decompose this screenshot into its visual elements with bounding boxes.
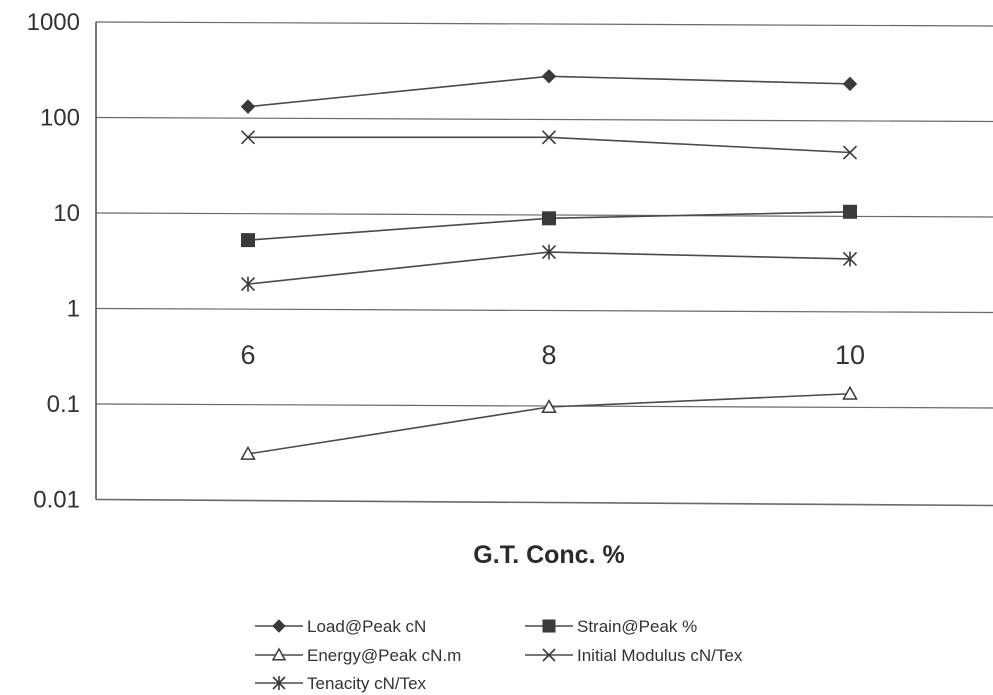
series-layer <box>240 69 858 460</box>
series-2 <box>240 385 858 460</box>
data-point-x <box>542 648 556 662</box>
legend-label: Tenacity cN/Tex <box>307 674 427 693</box>
data-point-triangle <box>240 445 256 460</box>
y-tick-label: 10 <box>53 200 80 227</box>
data-point-asterisk <box>240 276 256 292</box>
x-tick-label: 6 <box>240 340 255 370</box>
legend-label: Strain@Peak % <box>577 617 697 636</box>
data-point-asterisk <box>842 251 858 267</box>
data-point-diamond <box>541 69 557 84</box>
y-tick-label: 1 <box>67 296 80 323</box>
series-4 <box>240 244 858 292</box>
y-tick-label: 100 <box>40 105 80 132</box>
gridline <box>95 307 993 314</box>
data-point-diamond <box>272 619 286 633</box>
x-tick-label: 10 <box>835 340 865 370</box>
y-tick-label: 0.01 <box>33 487 80 514</box>
data-point-x <box>240 130 256 145</box>
x-axis-title: G.T. Conc. % <box>473 541 624 569</box>
data-point-triangle <box>842 385 858 400</box>
data-point-diamond <box>842 76 858 92</box>
series-line <box>248 136 851 154</box>
legend-label: Energy@Peak cN.m <box>307 646 461 665</box>
y-tick-label: 0.1 <box>47 391 80 418</box>
gridline <box>95 21 993 27</box>
data-point-triangle <box>541 398 557 413</box>
data-point-asterisk <box>541 244 557 260</box>
data-point-square <box>542 211 556 226</box>
label-layer: 6 8 10 G.T. Conc. % <box>240 340 865 569</box>
legend-item: Tenacity cN/Tex <box>255 674 427 693</box>
legend-item: Energy@Peak cN.m <box>255 646 461 665</box>
data-point-asterisk <box>272 676 286 690</box>
legend-item: Load@Peak cN <box>255 617 426 636</box>
legend: Load@Peak cN Strain@Peak % Energy@Peak cN.… <box>255 617 743 693</box>
data-point-x <box>541 130 557 145</box>
data-point-triangle <box>271 647 287 661</box>
y-tick-label: 1000 <box>27 9 80 36</box>
data-point-square <box>542 619 556 633</box>
series-0 <box>240 69 858 114</box>
legend-item: Initial Modulus cN/Tex <box>525 646 743 665</box>
data-point-square <box>241 233 255 248</box>
x-tick-label: 8 <box>541 340 556 370</box>
legend-label: Load@Peak cN <box>307 617 426 636</box>
gridline <box>95 498 993 507</box>
series-3 <box>240 130 858 160</box>
legend-item: Strain@Peak % <box>525 617 697 636</box>
data-point-x <box>842 145 858 160</box>
data-point-diamond <box>240 99 256 114</box>
gridline <box>95 403 993 409</box>
series-1 <box>241 204 857 248</box>
axis-layer: 1000 100 10 1 0.1 0.01 <box>27 9 97 514</box>
gridline <box>95 116 993 123</box>
grid-layer <box>95 21 993 507</box>
data-point-square <box>843 204 857 219</box>
legend-label: Initial Modulus cN/Tex <box>577 646 743 665</box>
